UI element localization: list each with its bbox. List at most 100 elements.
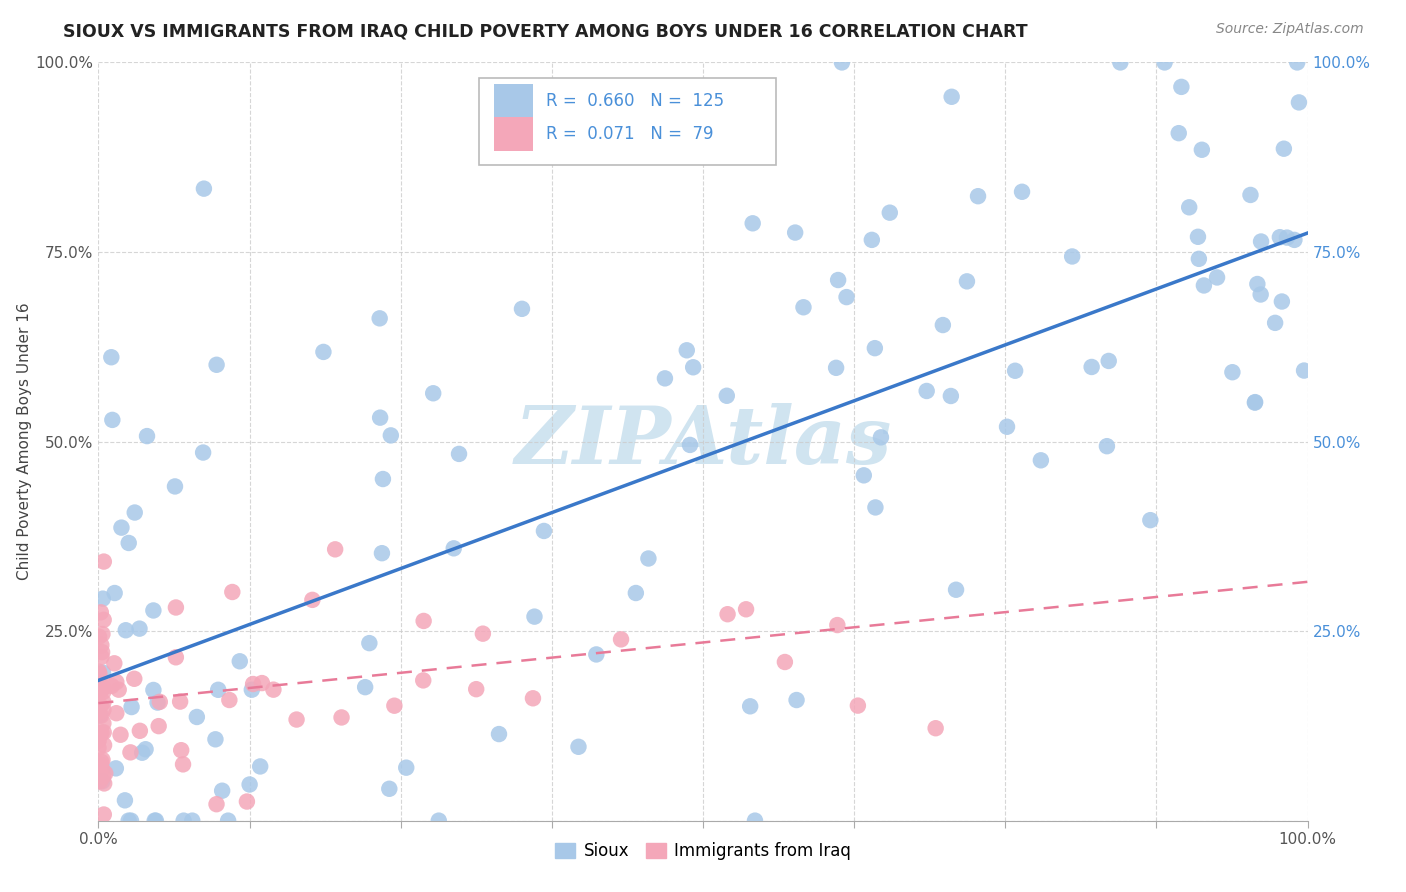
Point bbox=[91, 762, 114, 776]
Point bbox=[146, 696, 169, 710]
Point bbox=[1272, 142, 1295, 156]
Point bbox=[211, 783, 233, 797]
Point bbox=[218, 693, 240, 707]
Point bbox=[945, 582, 967, 597]
Text: SIOUX VS IMMIGRANTS FROM IRAQ CHILD POVERTY AMONG BOYS UNDER 16 CORRELATION CHAR: SIOUX VS IMMIGRANTS FROM IRAQ CHILD POVE… bbox=[63, 22, 1028, 40]
Point bbox=[93, 684, 115, 698]
Point bbox=[1275, 230, 1298, 244]
Point bbox=[91, 753, 114, 767]
Point bbox=[145, 814, 167, 828]
Point bbox=[87, 705, 110, 719]
Point bbox=[846, 698, 869, 713]
Point bbox=[87, 630, 110, 644]
Point bbox=[860, 233, 883, 247]
Point bbox=[128, 622, 150, 636]
Point bbox=[170, 743, 193, 757]
Point bbox=[785, 226, 807, 240]
Point bbox=[93, 725, 115, 739]
Point bbox=[135, 742, 157, 756]
Point bbox=[91, 774, 114, 789]
Point bbox=[1250, 287, 1272, 301]
Point bbox=[93, 807, 115, 822]
Text: R =  0.660   N =  125: R = 0.660 N = 125 bbox=[546, 92, 724, 110]
Point bbox=[1264, 316, 1286, 330]
Point bbox=[90, 708, 112, 723]
Point bbox=[229, 654, 252, 668]
Point bbox=[610, 632, 633, 647]
Point bbox=[1284, 233, 1306, 247]
Point bbox=[1286, 55, 1309, 70]
Point bbox=[104, 761, 127, 775]
Point bbox=[443, 541, 465, 556]
Point bbox=[510, 301, 533, 316]
Point bbox=[87, 767, 110, 781]
Point bbox=[675, 343, 697, 358]
Point bbox=[148, 719, 170, 733]
Point bbox=[323, 542, 346, 557]
Point bbox=[312, 345, 335, 359]
Point bbox=[1187, 229, 1209, 244]
Point bbox=[1271, 294, 1294, 309]
Legend: Sioux, Immigrants from Iraq: Sioux, Immigrants from Iraq bbox=[548, 836, 858, 867]
Point bbox=[173, 814, 195, 828]
Point bbox=[172, 757, 194, 772]
Point bbox=[1167, 126, 1189, 140]
Point bbox=[149, 695, 172, 709]
Point bbox=[382, 698, 405, 713]
Point bbox=[831, 55, 853, 70]
Point bbox=[89, 698, 111, 713]
Point bbox=[1095, 439, 1118, 453]
Point bbox=[1268, 230, 1291, 244]
Point bbox=[262, 682, 284, 697]
Point bbox=[792, 300, 814, 314]
Point bbox=[716, 607, 738, 622]
Point bbox=[128, 723, 150, 738]
Point bbox=[110, 728, 132, 742]
Point bbox=[93, 695, 115, 709]
Point bbox=[181, 814, 204, 828]
Point bbox=[1192, 278, 1215, 293]
Point bbox=[93, 738, 115, 752]
Point bbox=[193, 181, 215, 195]
Point bbox=[924, 721, 946, 735]
Point bbox=[103, 657, 125, 671]
Point bbox=[354, 680, 377, 694]
Bar bbox=[494, 117, 533, 151]
Point bbox=[186, 710, 208, 724]
Point bbox=[995, 419, 1018, 434]
Point bbox=[863, 341, 886, 355]
Point bbox=[637, 551, 659, 566]
Point bbox=[114, 793, 136, 807]
Point bbox=[89, 666, 111, 681]
Point bbox=[852, 468, 875, 483]
Point bbox=[117, 814, 139, 828]
Point bbox=[124, 506, 146, 520]
Point bbox=[107, 682, 129, 697]
Point bbox=[395, 761, 418, 775]
Point bbox=[89, 699, 111, 714]
Point bbox=[100, 679, 122, 693]
Point bbox=[90, 726, 112, 740]
Point bbox=[471, 626, 494, 640]
Point bbox=[827, 618, 849, 632]
Point bbox=[522, 691, 544, 706]
Point bbox=[93, 776, 115, 790]
Point bbox=[165, 650, 187, 665]
Point bbox=[93, 703, 115, 717]
Point bbox=[585, 648, 607, 662]
Point bbox=[1139, 513, 1161, 527]
Point bbox=[624, 586, 647, 600]
Point bbox=[368, 410, 391, 425]
Point bbox=[191, 445, 214, 459]
Point bbox=[412, 614, 434, 628]
Point bbox=[91, 665, 114, 680]
Point bbox=[1004, 364, 1026, 378]
Point bbox=[870, 430, 893, 444]
Point bbox=[131, 746, 153, 760]
Point bbox=[87, 740, 110, 755]
Point bbox=[163, 479, 186, 493]
Point bbox=[285, 713, 308, 727]
Text: R =  0.071   N =  79: R = 0.071 N = 79 bbox=[546, 125, 713, 143]
Point bbox=[879, 205, 901, 219]
Point bbox=[89, 728, 111, 742]
